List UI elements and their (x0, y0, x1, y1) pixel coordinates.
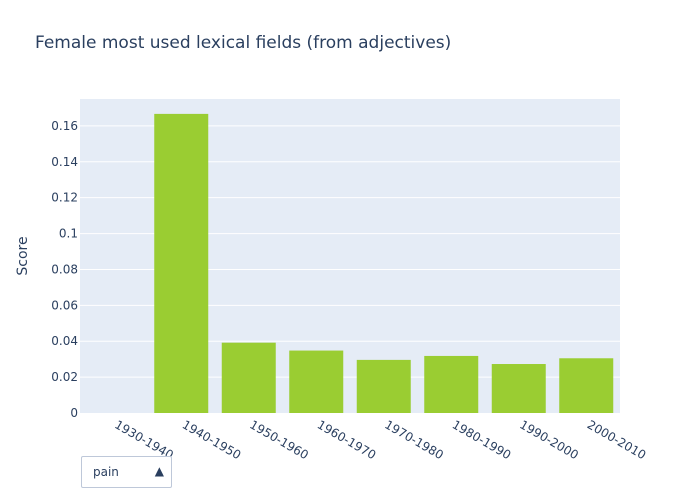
bar-1950-1960[interactable] (221, 342, 276, 413)
y-axis-ticks: 0 0.02 0.04 0.06 0.08 0.1 0.12 0.14 0.16 (51, 119, 78, 420)
x-tick-label: 1980-1990 (450, 417, 514, 462)
y-axis-title: Score (15, 236, 31, 275)
y-tick-label: 0.14 (51, 155, 78, 169)
x-tick-label: 2000-2010 (585, 417, 649, 462)
bar-1980-1990[interactable] (424, 355, 479, 413)
x-tick-label: 1960-1970 (315, 417, 379, 462)
bar-1960-1970[interactable] (289, 350, 344, 413)
triangle-up-icon: ▲ (154, 464, 164, 478)
y-tick-label: 0 (70, 406, 78, 420)
y-tick-label: 0.08 (51, 262, 78, 276)
y-tick-label: 0.04 (51, 334, 78, 348)
y-tick-label: 0.02 (51, 370, 78, 384)
x-tick-label: 1950-1960 (247, 417, 311, 462)
y-tick-label: 0.06 (51, 298, 78, 312)
y-tick-label: 0.12 (51, 191, 78, 205)
bars (154, 113, 614, 413)
x-tick-label: 1990-2000 (517, 417, 581, 462)
bar-1970-1980[interactable] (356, 359, 411, 413)
chart-title: Female most used lexical fields (from ad… (35, 33, 452, 53)
x-tick-label: 1970-1980 (382, 417, 446, 462)
bar-1990-2000[interactable] (491, 364, 546, 413)
x-axis-ticks: 1930-1940 1940-1950 1950-1960 1960-1970 1970… (112, 417, 648, 462)
dropdown-selected-value: pain (93, 465, 119, 479)
y-tick-label: 0.16 (51, 119, 78, 133)
y-tick-label: 0.1 (59, 227, 78, 241)
lexical-field-dropdown[interactable]: pain ▲ (81, 456, 172, 488)
bar-2000-2010[interactable] (559, 358, 614, 413)
x-tick-label: 1940-1950 (180, 417, 244, 462)
bar-1940-1950[interactable] (154, 113, 209, 413)
